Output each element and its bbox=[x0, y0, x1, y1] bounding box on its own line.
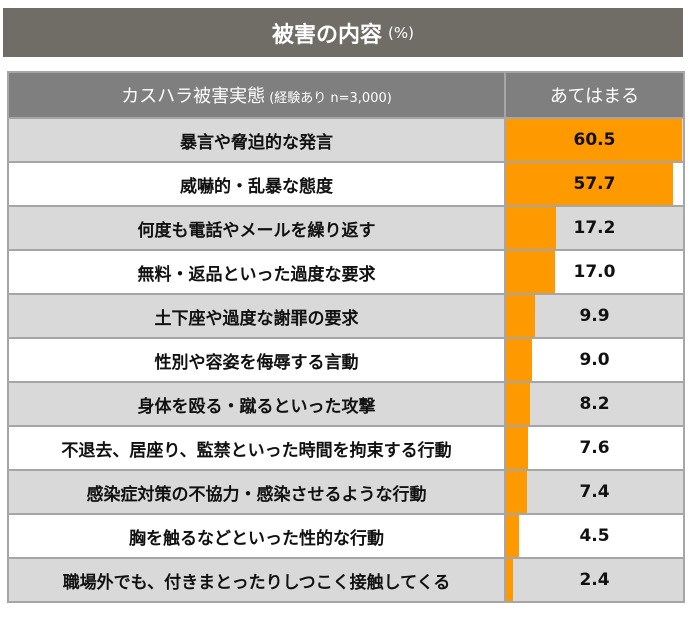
row-label: 身体を殴る・蹴るといった攻撃 bbox=[7, 381, 506, 427]
bar bbox=[506, 295, 535, 337]
value-cell: 17.0 bbox=[504, 249, 685, 295]
row-label: 無料・返品といった過度な要求 bbox=[7, 249, 506, 295]
table-row: 性別や容姿を侮辱する言動 9.0 bbox=[7, 337, 685, 383]
data-label: 9.9 bbox=[579, 306, 610, 326]
data-label: 57.7 bbox=[573, 174, 616, 194]
header-sub: (経験あり n=3,000) bbox=[269, 91, 392, 106]
bar bbox=[506, 427, 529, 469]
data-label: 17.2 bbox=[573, 218, 616, 238]
value-cell: 17.2 bbox=[504, 205, 685, 251]
table-row: 威嚇的・乱暴な態度 57.7 bbox=[7, 161, 685, 207]
value-cell: 9.9 bbox=[504, 293, 685, 339]
data-label: 4.5 bbox=[579, 526, 610, 546]
results-table: カスハラ被害実態 (経験あり n=3,000) あてはまる 暴言や脅迫的な発言 60… bbox=[7, 71, 685, 603]
bar bbox=[506, 515, 520, 557]
data-label: 8.2 bbox=[579, 394, 610, 414]
table-row: 何度も電話やメールを繰り返す 17.2 bbox=[7, 205, 685, 251]
data-label: 2.4 bbox=[579, 570, 610, 590]
table-row: 無料・返品といった過度な要求 17.0 bbox=[7, 249, 685, 295]
value-cell: 4.5 bbox=[504, 513, 685, 559]
row-label: 職場外でも、付きまとったりしつこく接触してくる bbox=[7, 557, 506, 603]
row-label: 暴言や脅迫的な発言 bbox=[7, 117, 506, 163]
bar bbox=[506, 163, 674, 205]
bar bbox=[506, 251, 556, 293]
bar bbox=[506, 383, 530, 425]
bar bbox=[506, 559, 513, 601]
header-label: カスハラ被害実態 bbox=[121, 86, 266, 107]
table-row: 胸を触るなどといった性的な行動 4.5 bbox=[7, 513, 685, 559]
bar bbox=[506, 119, 682, 161]
header-value: あてはまる bbox=[504, 71, 685, 119]
chart-title: 被害の内容 bbox=[272, 22, 383, 48]
table-row: 身体を殴る・蹴るといった攻撃 8.2 bbox=[7, 381, 685, 427]
table-row: 感染症対策の不協力・感染させるような行動 7.4 bbox=[7, 469, 685, 515]
value-cell: 57.7 bbox=[504, 161, 685, 207]
row-label: 威嚇的・乱暴な態度 bbox=[7, 161, 506, 207]
data-label: 7.4 bbox=[579, 482, 610, 502]
row-label: 何度も電話やメールを繰り返す bbox=[7, 205, 506, 251]
data-label: 9.0 bbox=[579, 350, 610, 370]
row-label: 性別や容姿を侮辱する言動 bbox=[7, 337, 506, 383]
bar bbox=[506, 339, 533, 381]
table-row: 暴言や脅迫的な発言 60.5 bbox=[7, 117, 685, 163]
row-label: 土下座や過度な謝罪の要求 bbox=[7, 293, 506, 339]
table-row: 不退去、居座り、監禁といった時間を拘束する行動 7.6 bbox=[7, 425, 685, 471]
value-cell: 8.2 bbox=[504, 381, 685, 427]
data-label: 7.6 bbox=[579, 438, 610, 458]
chart-title-bar: 被害の内容 (%) bbox=[3, 8, 683, 57]
bar bbox=[506, 207, 556, 249]
data-label: 60.5 bbox=[573, 130, 616, 150]
row-label: 胸を触るなどといった性的な行動 bbox=[7, 513, 506, 559]
row-label: 感染症対策の不協力・感染させるような行動 bbox=[7, 469, 506, 515]
value-cell: 7.6 bbox=[504, 425, 685, 471]
value-cell: 60.5 bbox=[504, 117, 685, 163]
value-cell: 7.4 bbox=[504, 469, 685, 515]
data-label: 17.0 bbox=[573, 262, 616, 282]
bar bbox=[506, 471, 528, 513]
value-cell: 2.4 bbox=[504, 557, 685, 603]
header-category: カスハラ被害実態 (経験あり n=3,000) bbox=[7, 71, 506, 119]
table-row: 土下座や過度な謝罪の要求 9.9 bbox=[7, 293, 685, 339]
row-label: 不退去、居座り、監禁といった時間を拘束する行動 bbox=[7, 425, 506, 471]
chart-unit: (%) bbox=[388, 23, 414, 42]
table-row: 職場外でも、付きまとったりしつこく接触してくる 2.4 bbox=[7, 557, 685, 603]
value-cell: 9.0 bbox=[504, 337, 685, 383]
